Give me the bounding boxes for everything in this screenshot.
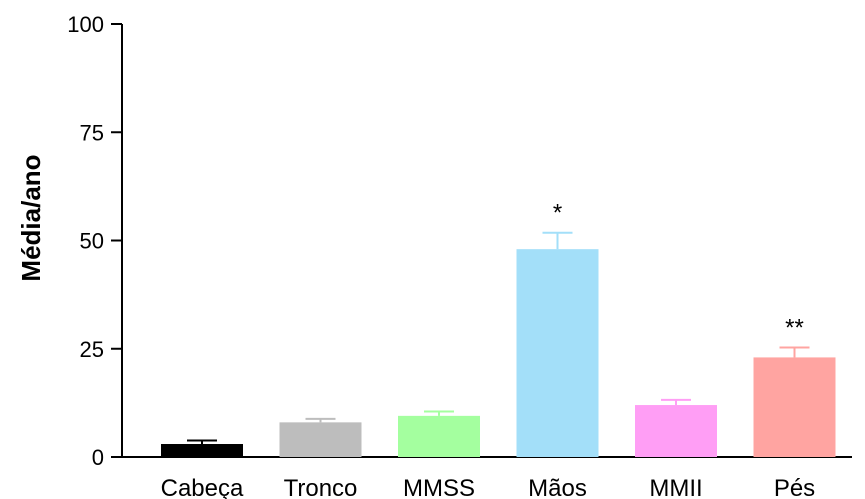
bars: Cabeça Tronco MMSS Mãos * MMII Pés ** bbox=[161, 200, 836, 499]
y-tick-label: 75 bbox=[80, 120, 104, 145]
x-tick-label: MMII bbox=[649, 475, 702, 499]
bar-3 bbox=[516, 249, 599, 457]
x-tick-label: MMSS bbox=[403, 475, 475, 499]
x-tick-label: Cabeça bbox=[161, 475, 244, 499]
bar-1 bbox=[279, 422, 362, 457]
axes: 0 25 50 75 100 bbox=[67, 12, 852, 470]
y-axis-label: Média/ano bbox=[16, 154, 46, 281]
bar-5 bbox=[753, 357, 836, 457]
x-tick-label: Tronco bbox=[284, 475, 358, 499]
y-tick-label: 50 bbox=[80, 229, 104, 254]
bar-4 bbox=[635, 405, 717, 457]
y-tick-label: 0 bbox=[92, 445, 104, 470]
x-tick-label: Pés bbox=[774, 475, 815, 499]
bar-0 bbox=[161, 444, 243, 457]
x-tick-label: Mãos bbox=[528, 475, 587, 499]
significance-marker: * bbox=[553, 200, 562, 227]
y-tick-label: 25 bbox=[80, 337, 104, 362]
bar-2 bbox=[398, 415, 480, 457]
y-tick-label: 100 bbox=[67, 12, 104, 37]
significance-marker: ** bbox=[785, 314, 804, 341]
